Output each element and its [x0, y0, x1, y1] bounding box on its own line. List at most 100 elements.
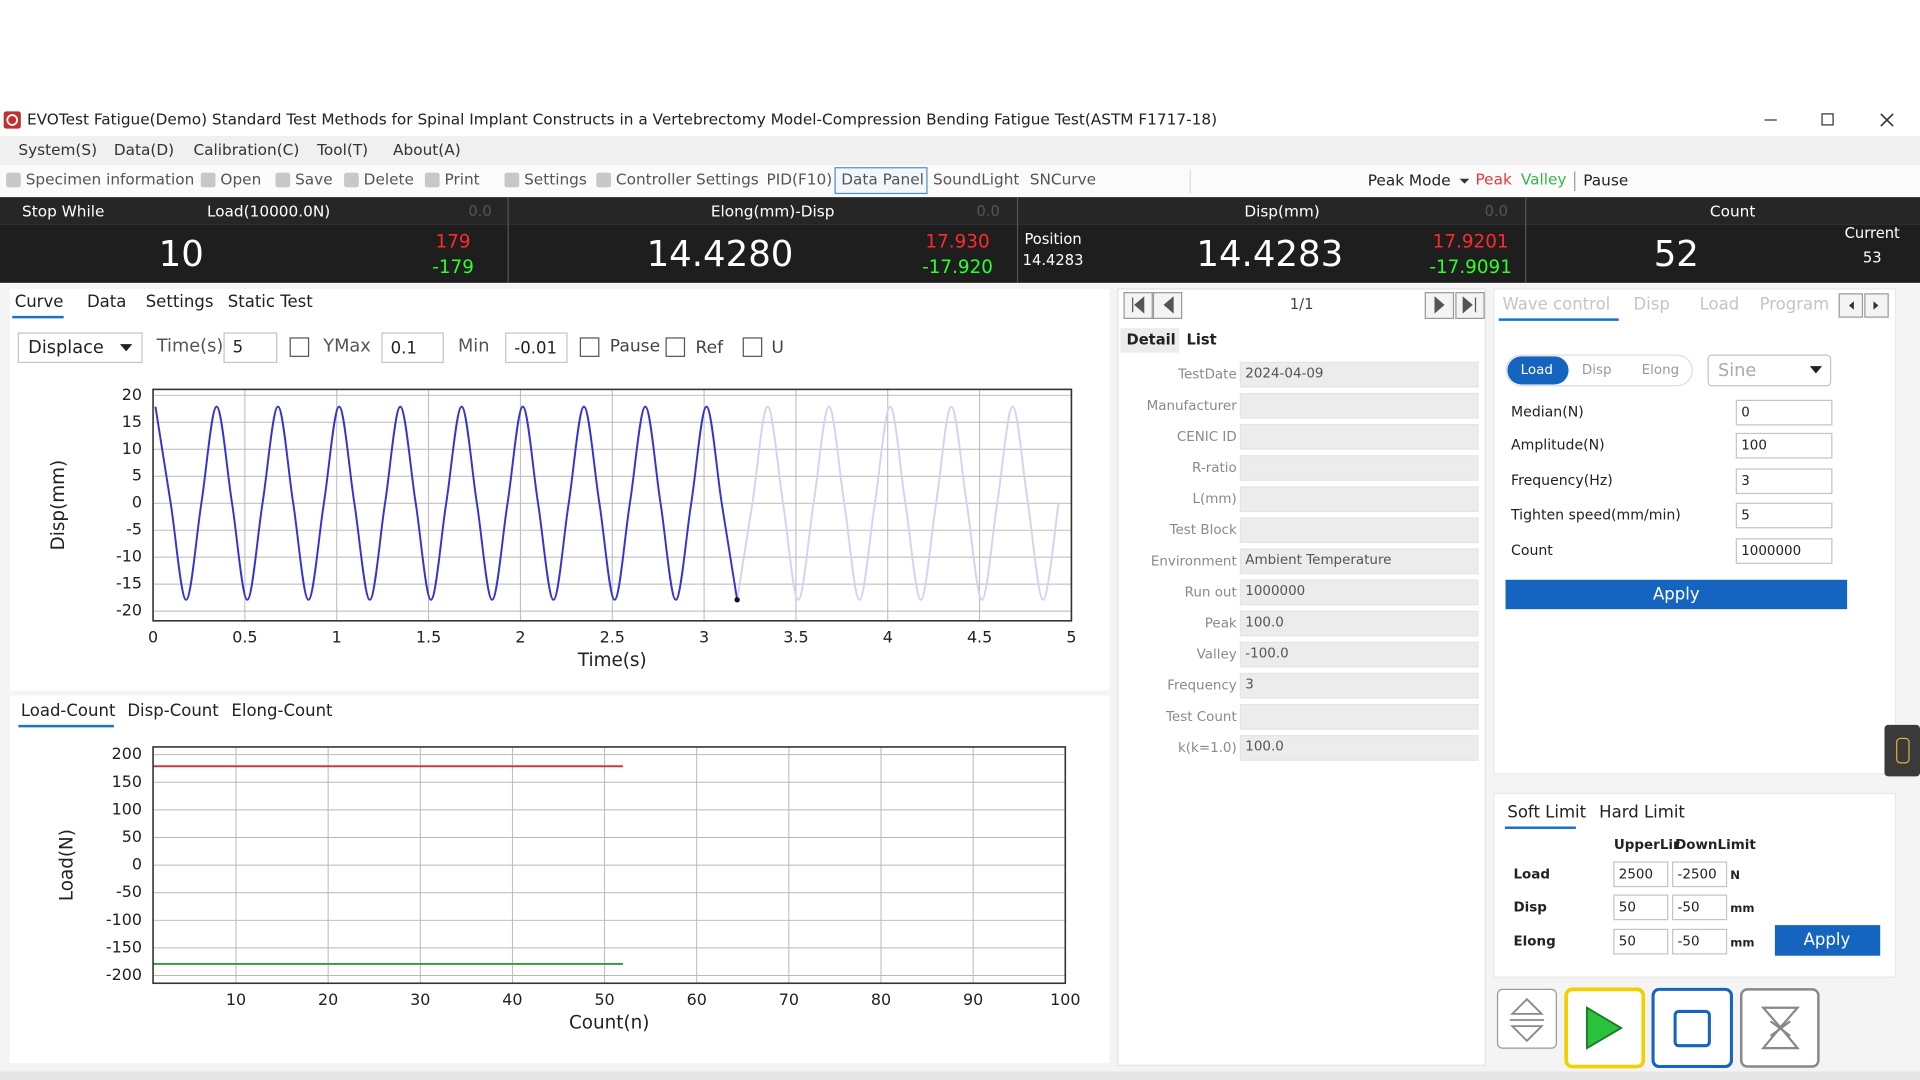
toolbar-button[interactable]: PID(F10) — [767, 171, 833, 189]
apply-button[interactable] — [1774, 925, 1881, 956]
tab[interactable]: Settings — [146, 292, 214, 311]
field-label: k(k=1.0) — [1178, 741, 1237, 756]
tab[interactable]: Curve — [15, 292, 64, 311]
menu-item[interactable]: Tool(T) — [316, 141, 368, 159]
input-value[interactable]: 1000000 — [1741, 544, 1801, 559]
ymax-input[interactable] — [381, 332, 444, 364]
limit-input[interactable] — [1613, 894, 1669, 921]
tab[interactable]: Load-Count — [21, 701, 116, 720]
field-input[interactable] — [1735, 538, 1833, 564]
toolbar-button[interactable]: Settings — [524, 171, 587, 189]
toolbar-button[interactable]: Open — [220, 171, 261, 189]
tab[interactable]: Data — [87, 292, 126, 311]
tab[interactable]: Wave control — [1502, 294, 1610, 313]
input-value[interactable]: 3 — [1741, 474, 1750, 489]
toolbar-button[interactable]: Print — [444, 171, 479, 189]
input-value[interactable]: -50 — [1678, 900, 1700, 915]
pager-button[interactable] — [1455, 292, 1485, 319]
menu-item[interactable]: System(S) — [18, 141, 97, 159]
x-tick-label: 80 — [871, 990, 891, 1009]
tab[interactable]: Program — [1760, 294, 1830, 313]
tab[interactable]: Static Test — [228, 292, 314, 311]
status-separators — [507, 197, 1527, 283]
tab[interactable]: Soft Limit — [1507, 803, 1586, 822]
stop-button[interactable] — [1651, 987, 1733, 1069]
current-value: 53 — [1863, 249, 1882, 266]
input-value[interactable]: 5 — [1741, 509, 1750, 524]
pager-button[interactable] — [1123, 292, 1153, 319]
channel-select-value[interactable]: Displace — [28, 338, 104, 358]
input-value[interactable]: -0.01 — [514, 338, 557, 357]
input-value[interactable]: -50 — [1678, 935, 1700, 950]
time-input[interactable] — [223, 332, 278, 364]
checkbox[interactable] — [742, 337, 763, 357]
channel-max: 179 — [436, 231, 471, 252]
shape-select[interactable] — [1707, 354, 1832, 387]
mode-option[interactable]: Elong — [1642, 363, 1680, 378]
input-value[interactable]: 0 — [1741, 406, 1750, 421]
field-input[interactable] — [1735, 502, 1833, 529]
tab[interactable]: Hard Limit — [1599, 803, 1685, 822]
checkbox[interactable] — [289, 337, 310, 357]
input-value[interactable]: 0.1 — [391, 338, 417, 357]
page-indicator: 1/1 — [1290, 296, 1314, 313]
input-value[interactable]: 50 — [1619, 935, 1636, 950]
toolbar-button[interactable]: Specimen information — [26, 171, 195, 189]
apply-label[interactable]: Apply — [1653, 585, 1700, 604]
limit-input[interactable] — [1613, 861, 1669, 888]
tab[interactable]: Detail — [1127, 331, 1176, 348]
column-header: DownLimit — [1675, 838, 1756, 853]
side-tab[interactable] — [1884, 724, 1920, 777]
close-button[interactable] — [1880, 113, 1894, 127]
tab[interactable]: Load — [1700, 294, 1740, 313]
toolbar-icon — [504, 172, 520, 188]
position-label: Position — [1024, 231, 1081, 248]
channel-select[interactable] — [17, 332, 143, 364]
apply-button[interactable] — [1505, 579, 1848, 610]
jog-button[interactable] — [1496, 988, 1557, 1049]
toolbar-button[interactable]: Data Panel — [841, 171, 924, 189]
tab[interactable]: Disp-Count — [127, 701, 219, 720]
input-value[interactable]: 100 — [1741, 439, 1767, 454]
field-input[interactable] — [1735, 432, 1833, 459]
channel-zero: 0.0 — [468, 203, 491, 220]
input-value[interactable]: 2500 — [1619, 867, 1653, 882]
menu-item[interactable]: Data(D) — [114, 141, 174, 159]
toolbar-button[interactable]: Controller Settings — [616, 171, 759, 189]
checkbox[interactable] — [579, 337, 600, 357]
mode-option[interactable]: Load — [1521, 363, 1553, 378]
unit: N — [1730, 868, 1740, 882]
apply-label[interactable]: Apply — [1804, 930, 1851, 949]
input-value[interactable]: -2500 — [1678, 867, 1717, 882]
tab[interactable]: Elong-Count — [231, 701, 333, 720]
field-label: Median(N) — [1511, 405, 1584, 421]
field-input[interactable] — [1735, 468, 1833, 495]
side-tab-icon — [1896, 737, 1910, 764]
menu-item[interactable]: Calibration(C) — [193, 141, 299, 159]
tab[interactable]: List — [1187, 331, 1217, 348]
peak-toggle[interactable]: Peak — [1476, 171, 1512, 189]
limit-input[interactable] — [1672, 894, 1728, 921]
valley-toggle[interactable]: Valley — [1521, 171, 1567, 189]
limit-input[interactable] — [1613, 928, 1669, 955]
field-input[interactable] — [1735, 399, 1833, 426]
toolbar-button[interactable]: SoundLight — [933, 171, 1019, 189]
field-label: Manufacturer — [1147, 399, 1238, 414]
limit-input[interactable] — [1672, 861, 1728, 888]
shape-value[interactable]: Sine — [1718, 361, 1756, 381]
input-value[interactable]: 5 — [233, 337, 244, 356]
menu-item[interactable]: About(A) — [393, 141, 461, 159]
limit-input[interactable] — [1672, 928, 1728, 955]
restore-button[interactable] — [1821, 113, 1834, 126]
toolbar-button[interactable]: Delete — [364, 171, 414, 189]
toolbar-button[interactable]: Save — [295, 171, 333, 189]
toolbar-button[interactable]: SNCurve — [1030, 171, 1096, 189]
checkbox[interactable] — [665, 337, 686, 357]
pause-toggle[interactable]: Pause — [1583, 172, 1628, 190]
mode-option[interactable]: Disp — [1582, 363, 1612, 378]
x-tick-label: 0.5 — [232, 627, 257, 646]
min-input[interactable] — [505, 332, 568, 364]
tab[interactable]: Disp — [1633, 294, 1669, 313]
peak-mode-select[interactable]: Peak Mode — [1368, 172, 1451, 190]
input-value[interactable]: 50 — [1619, 900, 1636, 915]
